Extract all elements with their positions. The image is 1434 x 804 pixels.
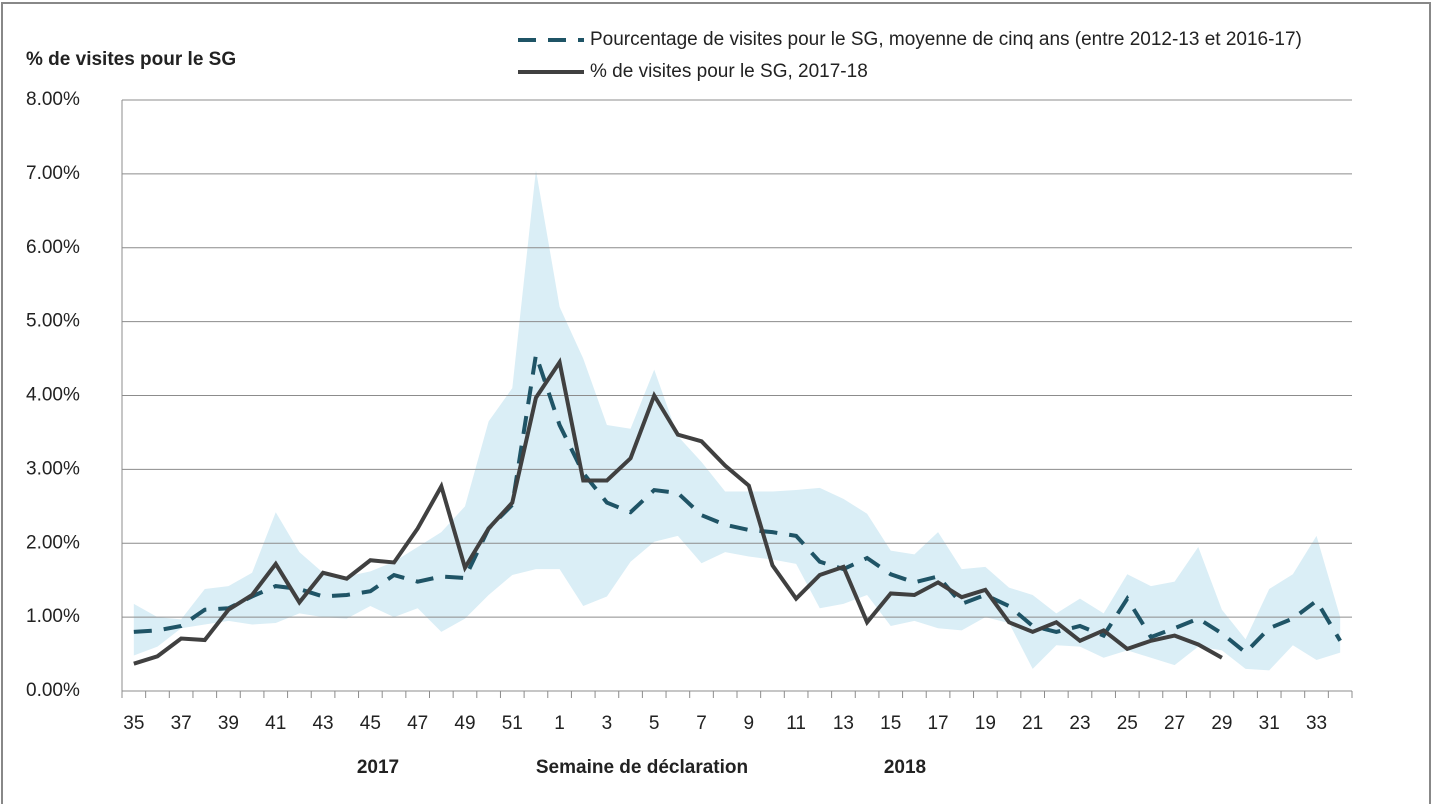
legend-label: Pourcentage de visites pour le SG, moyen… (590, 29, 1302, 50)
y-tick-label: 0.00% (26, 680, 80, 701)
x-tick-label: 23 (1069, 713, 1090, 734)
x-tick-label: 49 (454, 713, 475, 734)
x-tick-label: 41 (265, 713, 286, 734)
y-tick-label: 5.00% (26, 311, 80, 332)
x-tick-label: 11 (786, 713, 806, 734)
x-tick-label: 17 (927, 713, 948, 734)
x-tick-label: 37 (171, 713, 192, 734)
year-label: 2017 (357, 757, 399, 778)
y-tick-label: 4.00% (26, 385, 80, 406)
x-tick-label: 39 (218, 713, 239, 734)
x-tick-label: 33 (1306, 713, 1327, 734)
x-tick-label: 27 (1164, 713, 1185, 734)
y-tick-label: 7.00% (26, 163, 80, 184)
x-tick-label: 13 (833, 713, 854, 734)
x-tick-label: 7 (696, 713, 707, 734)
x-tick-label: 35 (123, 713, 144, 734)
x-tick-label: 31 (1259, 713, 1280, 734)
x-tick-label: 1 (554, 713, 565, 734)
series-line (133, 354, 1342, 656)
x-tick-label: 25 (1117, 713, 1138, 734)
y-tick-label: 6.00% (26, 237, 80, 258)
y-axis-title: % de visites pour le SG (26, 49, 236, 70)
x-tick-label: 9 (744, 713, 755, 734)
y-tick-label: 2.00% (26, 532, 80, 553)
x-tick-label: 19 (975, 713, 996, 734)
x-axis-title: Semaine de déclaration (536, 757, 748, 778)
x-tick-label: 5 (649, 713, 660, 734)
x-tick-label: 3 (602, 713, 613, 734)
range-band (133, 170, 1341, 671)
x-tick-label: 47 (407, 713, 428, 734)
series-line (133, 357, 1223, 666)
legend-label: % de visites pour le SG, 2017-18 (590, 61, 868, 82)
y-tick-label: 1.00% (26, 606, 80, 627)
x-tick-label: 43 (312, 713, 333, 734)
x-tick-label: 51 (502, 713, 523, 734)
year-label: 2018 (884, 757, 926, 778)
x-tick-label: 15 (880, 713, 901, 734)
y-tick-label: 3.00% (26, 458, 80, 479)
x-tick-label: 21 (1022, 713, 1043, 734)
y-tick-label: 8.00% (26, 89, 80, 110)
x-tick-label: 29 (1211, 713, 1232, 734)
x-tick-label: 45 (360, 713, 381, 734)
